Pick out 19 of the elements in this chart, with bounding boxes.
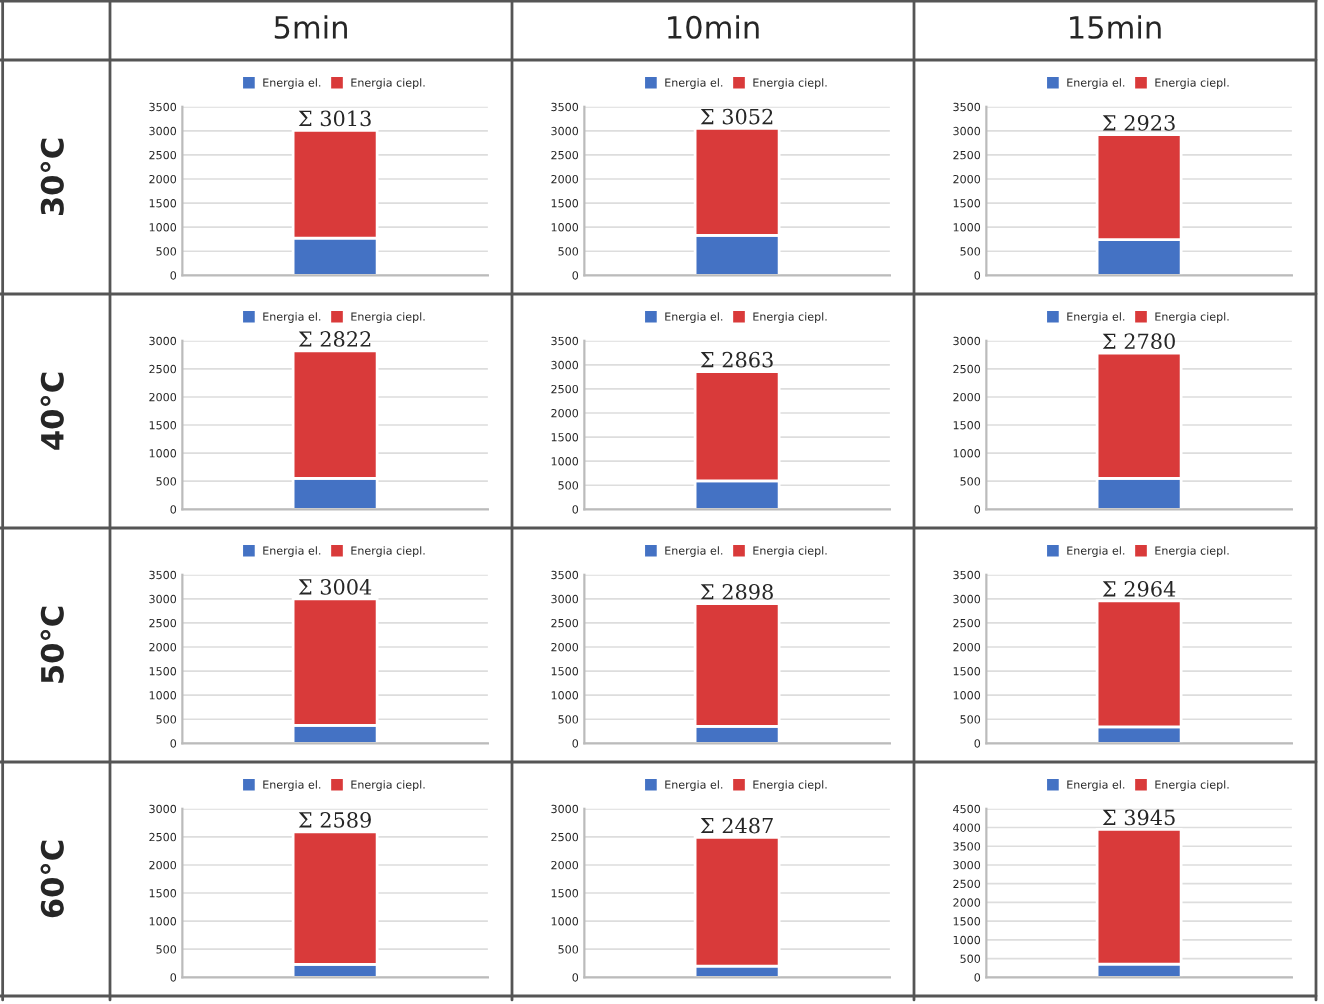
y-axis-title: 30°C [40,138,64,216]
y-axis-title: 40°C [40,372,64,450]
y-axis-title: 60°C [40,840,64,918]
total-label: Σ 3945 [1102,809,1175,826]
total-label: Σ 3013 [298,110,371,127]
total-label: Σ 2898 [700,583,773,600]
total-label: Σ 2863 [700,351,773,368]
chart-title: 10min [668,15,759,39]
total-label: Σ 2923 [1102,114,1175,131]
total-label: Σ 2822 [298,331,371,347]
y-axis-title: 50°C [40,606,64,683]
total-label: Σ 2487 [700,817,773,834]
total-label: Σ 2964 [1102,581,1176,597]
total-label: Σ 3052 [700,108,773,125]
chart-title: 15min [1070,15,1161,39]
total-label: Σ 2780 [1102,333,1175,350]
chart-title: 5min [274,15,347,39]
total-label: Σ 2589 [298,812,371,828]
total-label: Σ 3004 [298,579,372,595]
